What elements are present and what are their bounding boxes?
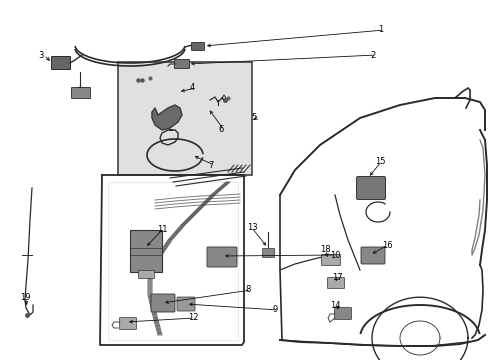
Text: 6: 6 <box>218 126 223 135</box>
Text: 3: 3 <box>38 50 44 59</box>
FancyBboxPatch shape <box>51 57 71 69</box>
FancyBboxPatch shape <box>177 297 195 311</box>
FancyBboxPatch shape <box>361 247 385 264</box>
Text: 9: 9 <box>272 306 277 315</box>
Text: 1: 1 <box>378 26 383 35</box>
Bar <box>262 248 274 257</box>
Text: 18: 18 <box>320 246 331 255</box>
Bar <box>130 230 162 272</box>
Text: 14: 14 <box>330 301 341 310</box>
FancyBboxPatch shape <box>335 307 351 320</box>
Text: 11: 11 <box>157 225 168 234</box>
FancyBboxPatch shape <box>120 318 137 329</box>
Bar <box>118 62 252 175</box>
FancyBboxPatch shape <box>207 247 237 267</box>
FancyBboxPatch shape <box>327 278 344 288</box>
FancyBboxPatch shape <box>357 176 386 199</box>
Polygon shape <box>152 105 182 130</box>
Text: 16: 16 <box>382 240 392 249</box>
Text: 7: 7 <box>208 161 213 170</box>
Text: 8: 8 <box>245 285 250 294</box>
Text: 19: 19 <box>20 293 30 302</box>
Bar <box>138 270 154 278</box>
Text: 5: 5 <box>251 113 256 122</box>
FancyBboxPatch shape <box>72 87 91 99</box>
Text: 2: 2 <box>370 50 375 59</box>
FancyBboxPatch shape <box>321 255 341 266</box>
Text: 12: 12 <box>188 314 198 323</box>
Text: 17: 17 <box>332 274 343 283</box>
FancyBboxPatch shape <box>174 59 190 68</box>
Text: 15: 15 <box>375 158 386 166</box>
Text: 10: 10 <box>330 251 341 260</box>
Text: 4: 4 <box>190 84 195 93</box>
Text: 13: 13 <box>247 224 258 233</box>
FancyBboxPatch shape <box>151 294 175 312</box>
FancyBboxPatch shape <box>192 42 204 50</box>
